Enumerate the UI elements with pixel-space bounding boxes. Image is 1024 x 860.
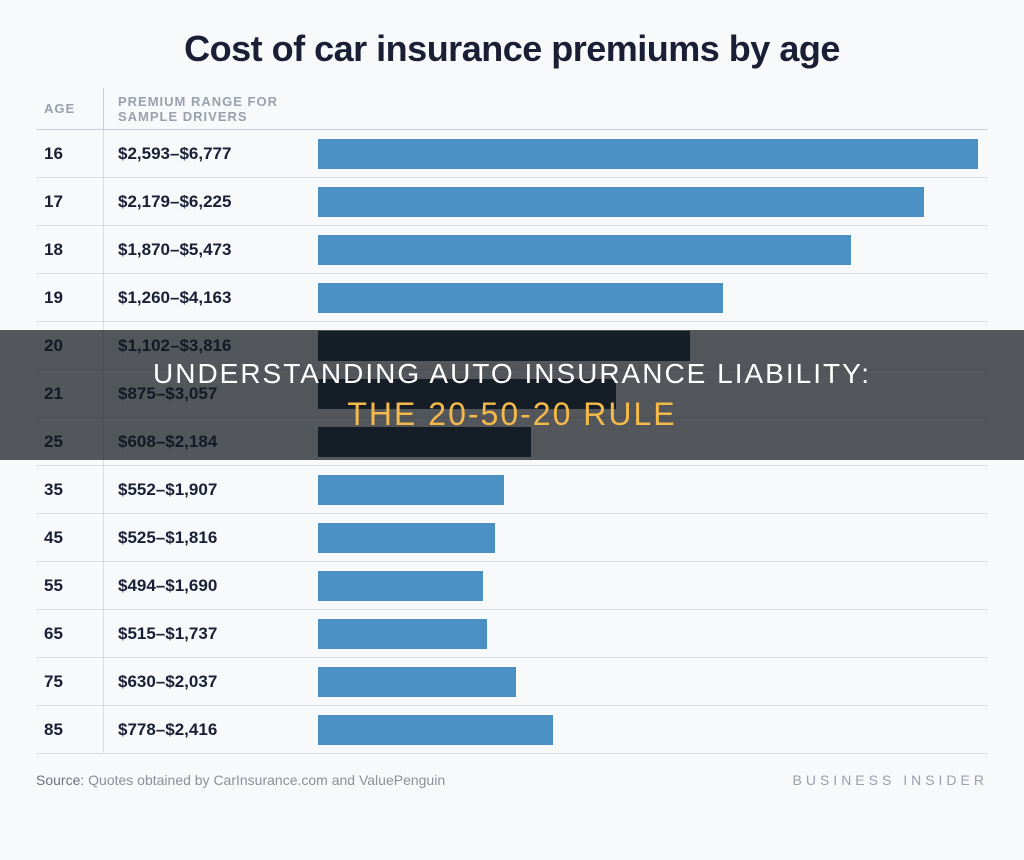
table-row: 45$525–$1,816: [36, 514, 988, 562]
cell-age: 75: [36, 658, 104, 705]
bar: [318, 619, 487, 649]
cell-age: 17: [36, 178, 104, 225]
table-header-row: AGE PREMIUM RANGE FOR SAMPLE DRIVERS: [36, 88, 988, 130]
cell-range: $1,870–$5,473: [104, 240, 314, 260]
bar: [318, 139, 978, 169]
table-row: 85$778–$2,416: [36, 706, 988, 754]
cell-age: 35: [36, 466, 104, 513]
bar: [318, 715, 553, 745]
cell-age: 65: [36, 610, 104, 657]
bar: [318, 667, 516, 697]
cell-range: $630–$2,037: [104, 672, 314, 692]
cell-range: $515–$1,737: [104, 624, 314, 644]
cell-bar: [314, 715, 988, 745]
source-line: Source: Quotes obtained by CarInsurance.…: [36, 772, 445, 788]
table-row: 17$2,179–$6,225: [36, 178, 988, 226]
source-label: Source:: [36, 772, 84, 788]
table-row: 16$2,593–$6,777: [36, 130, 988, 178]
bar: [318, 475, 504, 505]
cell-age: 16: [36, 130, 104, 177]
cell-age: 19: [36, 274, 104, 321]
table-row: 18$1,870–$5,473: [36, 226, 988, 274]
bar: [318, 235, 851, 265]
cell-age: 85: [36, 706, 104, 753]
cell-bar: [314, 139, 988, 169]
bar: [318, 523, 495, 553]
header-age: AGE: [36, 88, 104, 129]
cell-bar: [314, 523, 988, 553]
overlay-line1: UNDERSTANDING AUTO INSURANCE LIABILITY:: [153, 358, 871, 390]
overlay-line2: THE 20-50-20 RULE: [347, 396, 676, 433]
table-row: 19$1,260–$4,163: [36, 274, 988, 322]
chart-footer: Source: Quotes obtained by CarInsurance.…: [36, 772, 988, 788]
cell-bar: [314, 187, 988, 217]
cell-range: $1,260–$4,163: [104, 288, 314, 308]
table-row: 35$552–$1,907: [36, 466, 988, 514]
cell-bar: [314, 235, 988, 265]
cell-age: 18: [36, 226, 104, 273]
cell-age: 55: [36, 562, 104, 609]
overlay-banner: UNDERSTANDING AUTO INSURANCE LIABILITY: …: [0, 330, 1024, 460]
cell-bar: [314, 571, 988, 601]
cell-range: $552–$1,907: [104, 480, 314, 500]
cell-range: $525–$1,816: [104, 528, 314, 548]
cell-range: $778–$2,416: [104, 720, 314, 740]
table-row: 75$630–$2,037: [36, 658, 988, 706]
header-range: PREMIUM RANGE FOR SAMPLE DRIVERS: [104, 94, 314, 124]
chart-title: Cost of car insurance premiums by age: [36, 28, 988, 70]
bar: [318, 283, 723, 313]
table-row: 65$515–$1,737: [36, 610, 988, 658]
cell-age: 45: [36, 514, 104, 561]
cell-range: $2,179–$6,225: [104, 192, 314, 212]
bar: [318, 187, 924, 217]
source-text: Quotes obtained by CarInsurance.com and …: [88, 772, 445, 788]
table-row: 55$494–$1,690: [36, 562, 988, 610]
cell-bar: [314, 283, 988, 313]
cell-bar: [314, 619, 988, 649]
bar: [318, 571, 483, 601]
brand-mark: BUSINESS INSIDER: [793, 772, 988, 788]
cell-range: $494–$1,690: [104, 576, 314, 596]
cell-range: $2,593–$6,777: [104, 144, 314, 164]
cell-bar: [314, 667, 988, 697]
cell-bar: [314, 475, 988, 505]
